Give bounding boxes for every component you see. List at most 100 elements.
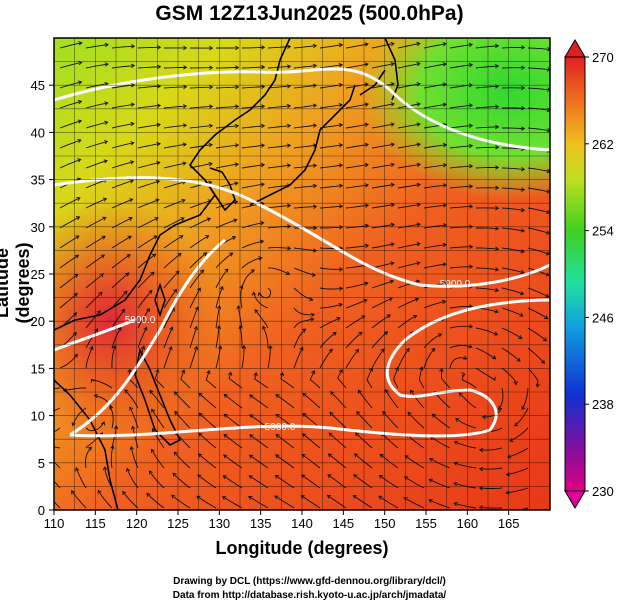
- streamline-arrow: [338, 286, 344, 291]
- streamline-arrow: [260, 123, 266, 129]
- streamline: [397, 280, 420, 289]
- streamline: [345, 204, 369, 209]
- streamline: [501, 267, 525, 274]
- streamline-arrow: [100, 254, 106, 259]
- streamline: [475, 106, 499, 109]
- streamline: [111, 309, 125, 329]
- streamline-arrow: [93, 393, 98, 398]
- streamline-arrow: [275, 394, 280, 398]
- streamline: [397, 262, 420, 269]
- streamline: [353, 474, 373, 489]
- streamline-arrow: [520, 228, 526, 233]
- streamline-arrow: [394, 366, 399, 371]
- streamline: [111, 254, 131, 269]
- streamline-arrow: [156, 122, 161, 128]
- streamline-arrow: [123, 290, 128, 295]
- streamline-arrow: [249, 394, 254, 399]
- streamline-arrow: [173, 288, 178, 293]
- x-tick-label: 165: [498, 516, 520, 531]
- streamline-arrow: [209, 45, 214, 51]
- streamline: [319, 64, 343, 69]
- streamline-arrow: [309, 297, 314, 302]
- streamline: [85, 102, 108, 109]
- streamline-arrow: [194, 306, 199, 311]
- isoline-north: [54, 67, 550, 152]
- streamline-arrow: [416, 142, 421, 147]
- streamline-arrow: [143, 326, 148, 331]
- streamline: [403, 497, 425, 509]
- streamline: [189, 217, 211, 229]
- isolines-5900: [54, 67, 550, 438]
- streamline-arrow: [469, 204, 474, 209]
- streamline: [449, 165, 473, 169]
- streamline: [501, 167, 525, 170]
- streamline-arrow: [355, 348, 360, 353]
- streamline: [196, 495, 217, 509]
- streamline-arrow: [506, 454, 512, 459]
- streamline-arrow: [494, 287, 500, 293]
- streamline-arrow: [153, 235, 158, 240]
- streamline: [163, 235, 184, 249]
- x-tick-label: 145: [332, 516, 354, 531]
- streamline: [163, 181, 186, 189]
- streamline: [85, 44, 109, 49]
- streamline: [189, 86, 213, 89]
- streamline-arrow: [130, 102, 135, 107]
- streamline-arrow: [223, 413, 228, 418]
- streamline-arrow: [338, 267, 344, 272]
- streamline-arrow: [182, 142, 187, 147]
- streamline-arrow: [441, 299, 447, 305]
- streamline-arrow: [453, 440, 459, 445]
- streamline: [85, 63, 109, 69]
- streamline-arrow: [338, 82, 343, 88]
- colorbar-label: 246: [592, 310, 614, 325]
- colorbar-label: 262: [592, 137, 614, 152]
- streamline-arrow: [125, 272, 130, 277]
- streamline-arrow: [156, 141, 161, 147]
- streamline: [189, 235, 209, 249]
- streamline-arrow: [261, 45, 266, 50]
- streamline-arrow: [495, 124, 500, 130]
- streamline-arrow: [275, 413, 280, 418]
- streamline: [248, 496, 269, 509]
- x-tick-label: 115: [85, 516, 106, 531]
- streamline-arrow: [70, 490, 75, 495]
- streamline-arrow: [260, 162, 266, 168]
- y-tick-label: 20: [31, 314, 45, 329]
- streamline: [137, 290, 153, 309]
- streamline-arrow: [38, 387, 41, 391]
- streamline-arrow: [442, 102, 447, 107]
- y-tick-label: 40: [31, 125, 45, 140]
- streamline-arrow: [428, 478, 433, 483]
- streamline: [152, 428, 165, 449]
- streamline: [189, 252, 207, 269]
- streamline-arrow: [169, 326, 174, 331]
- streamline-arrow: [442, 82, 447, 87]
- streamline-arrow: [338, 302, 343, 308]
- streamline: [345, 103, 369, 109]
- streamline-arrow: [468, 103, 474, 108]
- streamline: [59, 100, 82, 109]
- streamline-arrow: [260, 143, 266, 148]
- streamline: [527, 287, 549, 298]
- streamline: [54, 501, 61, 509]
- streamline-arrow: [327, 453, 333, 458]
- streamline: [137, 308, 150, 329]
- streamline-arrow: [364, 62, 369, 67]
- streamline: [380, 432, 399, 449]
- streamline-arrow: [261, 64, 266, 70]
- streamline-arrow: [326, 494, 332, 499]
- streamline-arrow: [416, 202, 421, 208]
- streamline: [163, 124, 187, 129]
- streamline-arrow: [174, 410, 179, 415]
- streamline: [515, 507, 529, 510]
- streamline: [111, 180, 134, 189]
- streamline: [423, 63, 447, 69]
- isoline-label: 5900.0: [265, 422, 296, 433]
- streamline: [124, 389, 139, 409]
- streamline-arrow: [206, 217, 212, 222]
- streamline-arrow: [234, 104, 240, 109]
- streamline-arrow: [151, 408, 155, 413]
- streamline: [85, 160, 108, 169]
- streamline-arrow: [364, 281, 369, 286]
